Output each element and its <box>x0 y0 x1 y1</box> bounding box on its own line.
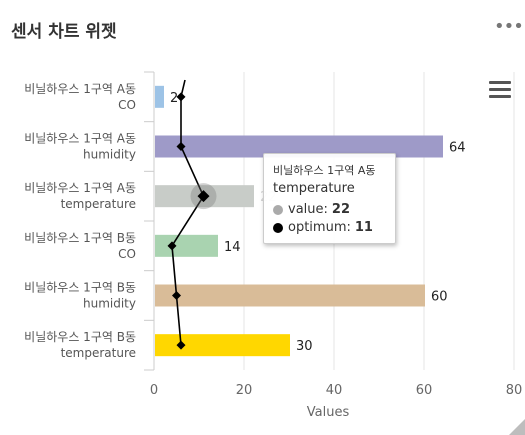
bar[interactable] <box>155 135 443 158</box>
bar[interactable] <box>155 85 164 108</box>
x-tick-label: 60 <box>416 383 433 398</box>
data-label: 2 <box>170 91 178 106</box>
chart-tooltip: 비닐하우스 1구역 A동 temperature value: 22 optim… <box>263 153 396 244</box>
hamburger-menu-icon[interactable] <box>489 81 511 98</box>
optimum-dot-icon <box>273 222 283 233</box>
y-tick-label: CO <box>118 98 136 112</box>
y-tick-label: humidity <box>83 297 136 311</box>
y-tick-label: 비닐하우스 1구역 B동 <box>24 281 136 295</box>
y-tick-label: humidity <box>83 148 136 162</box>
y-tick-label: temperature <box>61 346 136 360</box>
tooltip-value: 11 <box>354 220 373 235</box>
more-options-button[interactable]: ••• <box>494 16 524 37</box>
optimum-marker[interactable] <box>167 241 177 251</box>
y-tick-label: temperature <box>61 197 136 211</box>
x-tick-label: 80 <box>506 383 523 398</box>
tooltip-label: value <box>288 202 324 217</box>
y-tick-label: 비닐하우스 1구역 B동 <box>24 231 136 245</box>
x-tick-label: 40 <box>326 383 343 398</box>
y-tick-label: 비닐하우스 1구역 A동 <box>24 181 136 195</box>
widget-title: 센서 차트 위젯 <box>11 22 117 42</box>
optimum-marker[interactable] <box>172 291 181 300</box>
tooltip-label: optimum <box>288 220 347 235</box>
data-label: 14 <box>224 240 241 255</box>
tooltip-category: temperature <box>273 181 355 196</box>
value-dot-icon <box>273 204 283 215</box>
y-tick-label: CO <box>118 247 136 261</box>
optimum-marker[interactable] <box>176 92 186 102</box>
tooltip-title: 비닐하우스 1구역 A동 <box>273 164 376 177</box>
resize-handle[interactable] <box>509 419 525 435</box>
bar[interactable] <box>155 234 218 257</box>
tooltip-value: 22 <box>331 202 350 217</box>
bar[interactable] <box>155 284 425 307</box>
optimum-marker[interactable] <box>197 190 210 203</box>
x-tick-label: 0 <box>150 383 158 398</box>
optimum-marker[interactable] <box>176 142 186 151</box>
data-label: 64 <box>449 141 466 156</box>
x-axis-title: Values <box>307 405 350 420</box>
tooltip-row-value: value: 22 <box>273 202 386 217</box>
y-tick-label: 비닐하우스 1구역 A동 <box>24 82 136 96</box>
optimum-marker[interactable] <box>176 340 186 350</box>
bar[interactable] <box>155 334 290 357</box>
data-label: 30 <box>296 339 313 354</box>
y-tick-label: 비닐하우스 1구역 B동 <box>24 330 136 344</box>
data-label: 60 <box>431 290 448 305</box>
x-tick-label: 20 <box>236 383 253 398</box>
tooltip-row-optimum: optimum: 11 <box>273 220 386 235</box>
y-tick-label: 비닐하우스 1구역 A동 <box>24 132 136 146</box>
